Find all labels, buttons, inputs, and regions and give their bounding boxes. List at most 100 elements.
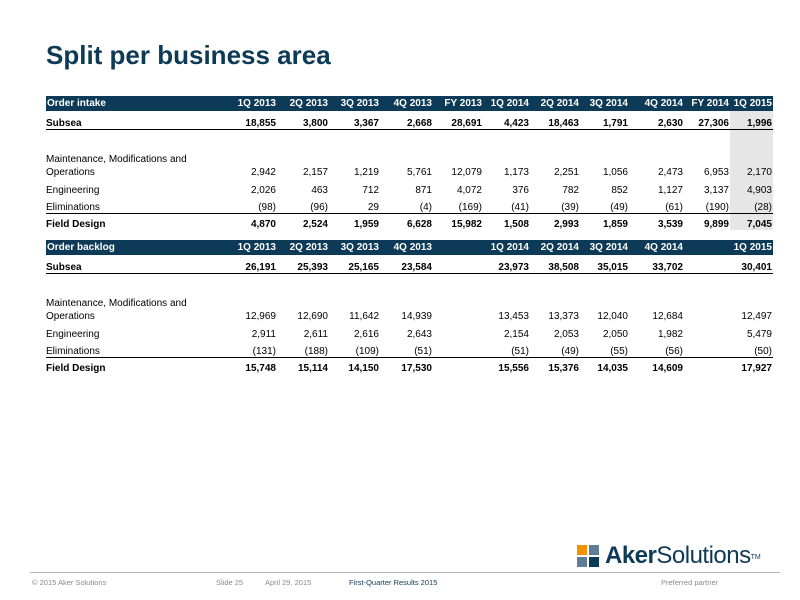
table-cell: (4): [380, 196, 433, 214]
table-cell: 35,015: [580, 255, 629, 274]
table-cell: (41): [483, 196, 530, 214]
table-row: Field Design 15,748 15,114 14,150 17,530 15,5…: [46, 357, 773, 374]
table-cell: (109): [329, 340, 380, 358]
column-header: 1Q 2014: [483, 240, 530, 255]
column-header: 2Q 2014: [530, 240, 580, 255]
column-header: 2Q 2013: [277, 240, 329, 255]
column-header: 3Q 2014: [580, 240, 629, 255]
row-label: Subsea: [46, 255, 228, 274]
footer-slide-number: Slide 25: [216, 578, 244, 587]
table-cell: 1,982: [657, 329, 683, 340]
table-cell: [684, 323, 730, 340]
table-cell: 17,530: [401, 363, 432, 374]
table-cell: 2,524: [302, 219, 328, 230]
table-cell: (51): [483, 340, 530, 358]
table-cell: 18,463: [530, 111, 580, 130]
table-cell: 2,993: [553, 219, 579, 230]
column-header: [433, 240, 483, 255]
table-cell: 4,903: [730, 179, 773, 196]
table-cell: 12,684: [652, 311, 683, 322]
table-cell: 712: [362, 185, 379, 196]
table-cell: 2,053: [553, 329, 579, 340]
table-cell: 2,154: [503, 329, 529, 340]
column-header: [684, 240, 730, 255]
table-row: Subsea 18,855 3,800 3,367 2,668 28,691 4,423 18…: [46, 111, 773, 130]
column-header: 2Q 2014: [530, 96, 580, 111]
table-row: Engineering 2,026 463 712 871 4,072 376 782 852 1…: [46, 179, 773, 196]
table-cell: 12,040: [597, 311, 628, 322]
table-cell: 12,690: [297, 311, 328, 322]
table-cell: 1,959: [353, 219, 379, 230]
row-label: Engineering: [46, 329, 100, 340]
table-cell: (50): [730, 340, 773, 358]
table-cell: 4,072: [456, 185, 482, 196]
table-row: Engineering 2,911 2,611 2,616 2,643 2,154 2,05…: [46, 323, 773, 340]
footer-copyright: © 2015 Aker Solutions: [32, 578, 107, 587]
row-label: Eliminations: [46, 196, 228, 214]
table-cell: (28): [730, 196, 773, 214]
table-cell: (190): [684, 196, 730, 214]
table-cell: 7,045: [730, 213, 773, 230]
table-cell: 15,376: [548, 363, 579, 374]
row-label: Subsea: [46, 111, 228, 130]
column-header: 1Q 2013: [228, 240, 277, 255]
table-cell: 5,761: [406, 167, 432, 178]
table-cell: (98): [228, 196, 277, 214]
table-row: Field Design 4,870 2,524 1,959 6,628 15,982 1,…: [46, 213, 773, 230]
column-header: 1Q 2015: [730, 96, 773, 111]
column-header: 2Q 2013: [277, 96, 329, 111]
table-cell: 5,479: [746, 329, 772, 340]
table-cell: 1,859: [602, 219, 628, 230]
row-label-line: Maintenance, Modifications and: [46, 154, 187, 165]
intake-header-label: Order intake: [46, 96, 228, 111]
page-title: Split per business area: [46, 40, 331, 70]
table-cell: [433, 323, 483, 340]
table-cell: 14,150: [348, 363, 379, 374]
table-cell: 4,423: [483, 111, 530, 130]
row-label: Maintenance, Modifications and Operations: [46, 147, 228, 179]
table-cell: [684, 357, 730, 374]
table-cell: 2,026: [250, 185, 276, 196]
table-cell: 3,367: [329, 111, 380, 130]
column-header: FY 2014: [684, 96, 730, 111]
footer-date: April 29, 2015: [265, 578, 312, 587]
table-cell: 2,611: [303, 329, 328, 340]
table-cell: (55): [580, 340, 629, 358]
logo-trademark: TM: [750, 553, 761, 561]
table-row: Eliminations (98) (96) 29 (4) (169) (41) (39) (4…: [46, 196, 773, 214]
column-header: 3Q 2013: [329, 96, 380, 111]
table-cell: 33,702: [629, 255, 684, 274]
table-cell: 2,643: [406, 329, 432, 340]
row-label: Engineering: [46, 185, 100, 196]
table-cell: 15,982: [451, 219, 482, 230]
table-cell: 12,079: [451, 167, 482, 178]
table-cell: 4,870: [250, 219, 276, 230]
order-intake-table: Order intake 1Q 2013 2Q 2013 3Q 2013 4Q 2013…: [46, 96, 773, 230]
logo-wordmark: AkerSolutions: [605, 542, 751, 569]
table-cell: 38,508: [530, 255, 580, 274]
table-cell: 871: [415, 185, 432, 196]
table-cell: 2,616: [353, 329, 379, 340]
column-header: 4Q 2013: [380, 240, 433, 255]
table-cell: (56): [629, 340, 684, 358]
table-cell: 11,642: [349, 311, 379, 322]
table-cell: 15,114: [297, 363, 328, 374]
table-cell: [684, 291, 730, 323]
table-cell: 13,453: [498, 311, 529, 322]
table-cell: 1,056: [602, 167, 628, 178]
row-label: Maintenance, Modifications and Operations: [46, 291, 228, 323]
aker-logo-icon: [577, 545, 599, 567]
row-label-line: Operations: [46, 167, 95, 178]
table-cell: 2,050: [602, 329, 628, 340]
table-cell: 2,251: [553, 167, 579, 178]
table-cell: 2,473: [657, 167, 683, 178]
backlog-header-label: Order backlog: [46, 240, 228, 255]
table-cell: (188): [277, 340, 329, 358]
table-cell: [684, 255, 730, 274]
table-cell: (39): [530, 196, 580, 214]
column-header: 3Q 2013: [329, 240, 380, 255]
backlog-header-row: Order backlog 1Q 2013 2Q 2013 3Q 2013 4Q 201…: [46, 240, 773, 255]
table-cell: (49): [530, 340, 580, 358]
table-cell: 25,393: [277, 255, 329, 274]
column-header: 4Q 2014: [629, 96, 684, 111]
